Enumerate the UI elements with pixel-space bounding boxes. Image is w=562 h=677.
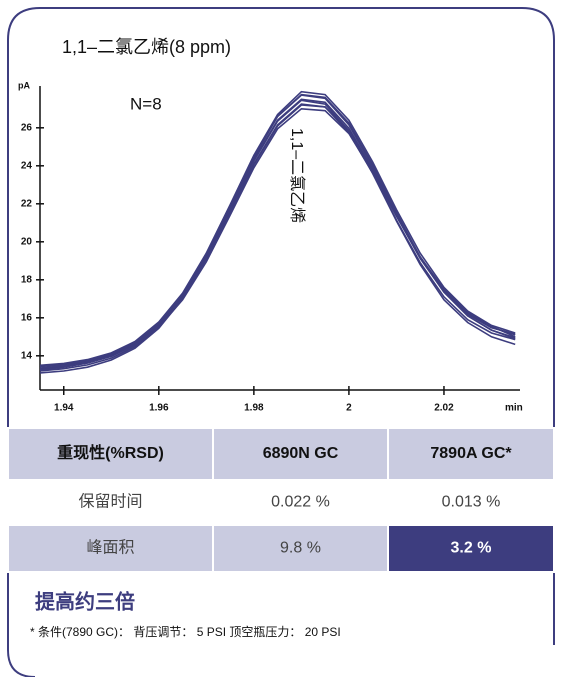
trace (39, 90, 516, 367)
y-tick-label: 14 (21, 350, 33, 361)
x-tick-label: 1.96 (149, 403, 169, 414)
annotation: N=8 (130, 94, 162, 113)
table-cell-text: 保留时间 (78, 493, 142, 511)
trace (39, 104, 516, 369)
x-tick-label: 1.98 (244, 403, 264, 414)
y-tick-label: 16 (21, 312, 33, 323)
y-tick-label: 26 (21, 122, 33, 133)
table-cell (387, 479, 555, 526)
panel-border (7, 7, 555, 677)
table-cell-text: 0.022 % (271, 494, 330, 511)
table-header: 重现性(%RSD) (57, 443, 164, 462)
x-axis-label: min (505, 403, 523, 414)
table-cell (387, 427, 555, 481)
trace (39, 93, 516, 370)
table-cell (212, 524, 389, 573)
trace (39, 99, 516, 374)
x-tick-label: 2 (346, 403, 352, 414)
y-tick-label: 24 (21, 160, 33, 171)
trace (39, 98, 516, 368)
y-axis-label: pA (18, 80, 30, 90)
table-cell-text: 0.013 % (442, 494, 501, 511)
y-tick-label: 20 (21, 236, 33, 247)
trace (39, 103, 516, 372)
y-tick-label: 22 (21, 198, 33, 209)
chart-title: 1,1–二氯乙烯(8 ppm) (62, 37, 231, 57)
table-cell (7, 524, 214, 573)
x-tick-label: 2.02 (434, 403, 454, 414)
table-header: 7890A GC* (430, 445, 512, 462)
trace (39, 107, 516, 371)
conclusion: 提高约三倍 (35, 589, 135, 613)
table-cell (387, 524, 555, 573)
footnote: * 条件(7890 GC)： 背压调节： 5 PSI 顶空瓶压力： 20 PSI (30, 625, 341, 639)
table-cell-text: 峰面积 (86, 539, 134, 557)
peak-label: 1,1–二氯乙烯 (288, 128, 306, 223)
y-tick-label: 18 (21, 274, 33, 285)
x-tick-label: 1.94 (54, 403, 74, 414)
trace (39, 94, 516, 368)
table-cell-text: 3.2 % (451, 540, 492, 557)
table-header: 6890N GC (263, 445, 339, 462)
table-cell-text: 9.8 % (280, 540, 321, 557)
